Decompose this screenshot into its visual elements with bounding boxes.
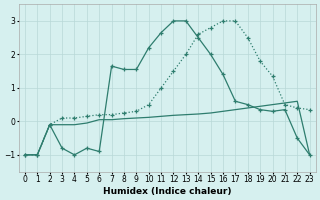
- X-axis label: Humidex (Indice chaleur): Humidex (Indice chaleur): [103, 187, 232, 196]
